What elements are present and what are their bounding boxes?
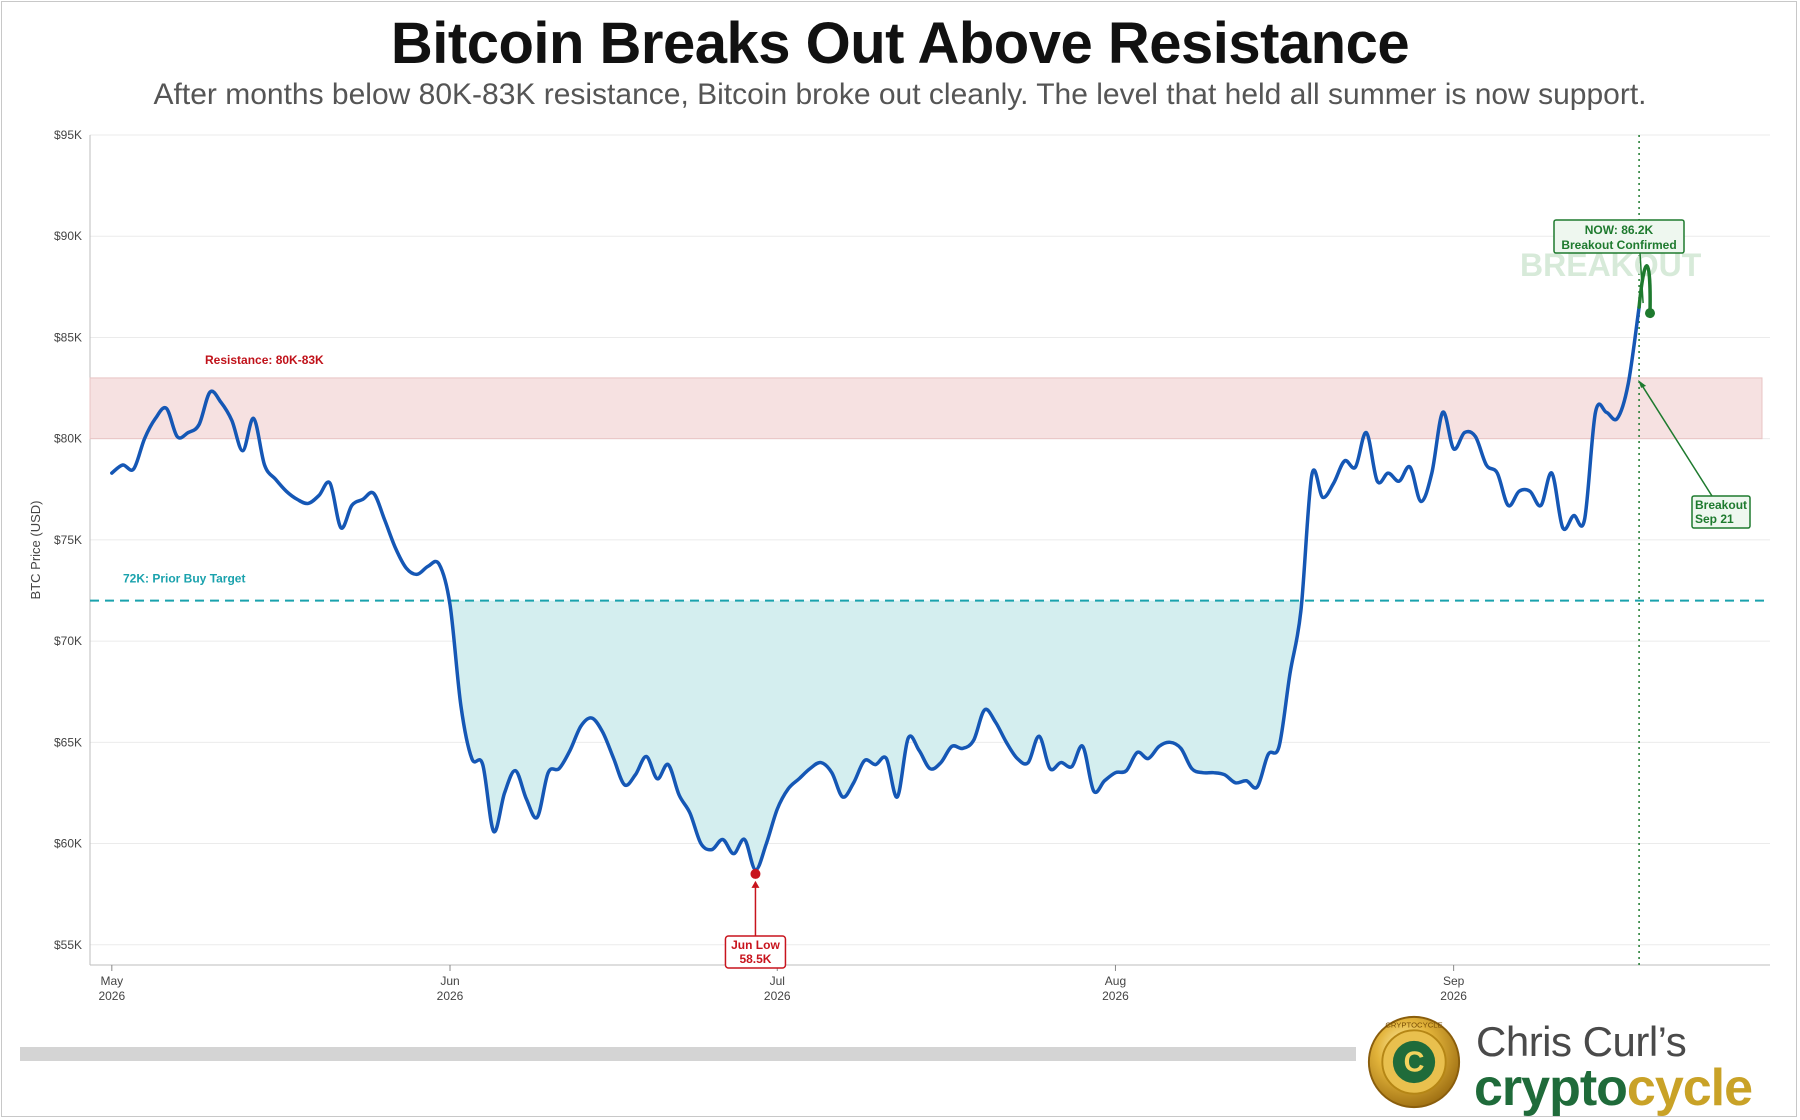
x-tick-label-month: May [100,974,123,988]
x-tick-label-year: 2026 [98,989,125,1003]
breakout-arrow [1640,383,1713,497]
below-target-area [111,600,1640,870]
y-tick-label: $65K [54,735,82,749]
now-box [1553,219,1685,254]
brand-name: Chris Curl’s [1476,1018,1687,1065]
y-tick-label: $55K [54,938,82,952]
breakout-box [1691,495,1751,529]
now-arrow [1639,252,1644,304]
chart-title: Bitcoin Breaks Out Above Resistance [390,11,1410,76]
x-tick-label-month: Aug [1105,974,1126,988]
jun-low-label-line2: 58.5K [739,952,771,966]
y-tick-label: $95K [54,128,82,142]
breakout-label-line1: Breakout [1695,498,1747,512]
x-tick-label-year: 2026 [437,989,464,1003]
x-tick-label-year: 2026 [1102,989,1129,1003]
resistance-label: Resistance: 80K-83K [205,353,324,367]
brand-logo: C CRYPTOCYCLE Chris Curl’s cryptocycle [1362,1010,1792,1116]
x-tick-label-month: Sep [1443,974,1465,988]
now-marker [1645,308,1655,319]
x-tick-label-month: Jun [440,974,459,988]
x-tick-label-month: Jul [770,974,785,988]
x-tick-label-year: 2026 [764,989,791,1003]
jun-low-box [724,935,787,969]
brand-wordmark: cryptocycle [1474,1059,1753,1117]
breakout-label-line2: Sep 21 [1695,512,1734,526]
breakout-arrowhead [1638,379,1647,388]
bitcoin-coin-icon: C CRYPTOCYCLE [1367,1015,1461,1109]
brand-wordmark-cycle: cycle [1626,1059,1753,1117]
y-axis-title: BTC Price (USD) [28,501,43,600]
y-tick-label: $80K [54,432,82,446]
resistance-band [89,377,1763,440]
jun-low-label-line1: Jun Low [731,938,780,952]
horizontal-scrollbar[interactable] [20,1047,1356,1061]
now-label-line1: NOW: 86.2K [1585,223,1654,237]
y-tick-label: $90K [54,229,82,243]
chart-subtitle: After months below 80K-83K resistance, B… [153,78,1647,111]
jun-low-marker [750,868,761,879]
price-line [110,305,1641,872]
y-tick-label: $60K [54,837,82,851]
y-tick-label: $75K [54,533,82,547]
svg-text:C: C [1404,1047,1425,1079]
svg-text:CRYPTOCYCLE: CRYPTOCYCLE [1385,1020,1442,1029]
x-tick-label-year: 2026 [1440,989,1467,1003]
now-line-segment [1637,264,1652,315]
target-label: 72K: Prior Buy Target [123,572,245,586]
brand-wordmark-crypto: crypto [1474,1059,1628,1117]
y-tick-label: $85K [54,330,82,344]
jun-low-arrowhead [751,880,760,888]
now-label-line2: Breakout Confirmed [1561,238,1676,252]
y-tick-label: $70K [54,634,82,648]
